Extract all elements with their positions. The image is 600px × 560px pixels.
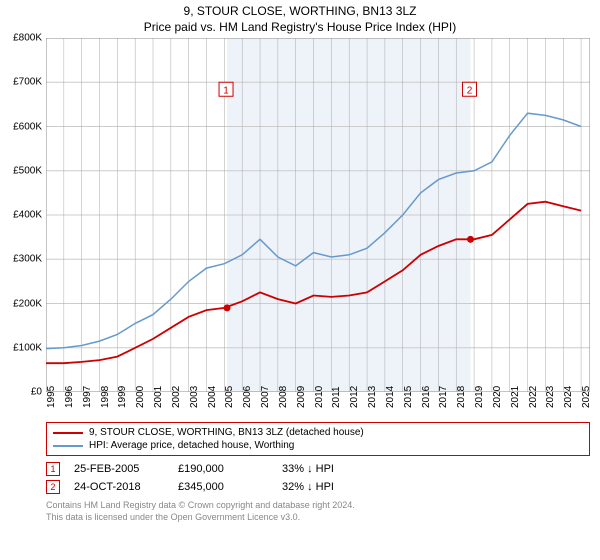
x-axis-tick: 1999 xyxy=(117,388,128,408)
legend-row: HPI: Average price, detached house, Wort… xyxy=(53,439,583,452)
x-axis-tick: 2015 xyxy=(403,388,414,408)
x-axis-tick: 2017 xyxy=(438,388,449,408)
y-axis-tick: £0 xyxy=(2,387,46,398)
x-axis-tick: 2002 xyxy=(171,388,182,408)
credits: Contains HM Land Registry data © Crown c… xyxy=(46,500,590,523)
x-axis-tick: 2019 xyxy=(474,388,485,408)
y-axis-tick: £700K xyxy=(2,77,46,88)
x-axis-tick: 2012 xyxy=(349,388,360,408)
x-axis-tick: 2003 xyxy=(189,388,200,408)
x-axis-tick: 2024 xyxy=(563,388,574,408)
legend-box: 9, STOUR CLOSE, WORTHING, BN13 3LZ (deta… xyxy=(46,422,590,456)
chart-subtitle: Price paid vs. HM Land Registry's House … xyxy=(0,18,600,38)
transaction-date: 24-OCT-2018 xyxy=(74,481,164,493)
x-axis-tick: 2013 xyxy=(367,388,378,408)
transaction-row: 1 25-FEB-2005 £190,000 33% ↓ HPI xyxy=(46,460,600,478)
credits-line1: Contains HM Land Registry data © Crown c… xyxy=(46,500,590,512)
transaction-date: 25-FEB-2005 xyxy=(74,463,164,475)
chart-svg: 12 xyxy=(46,38,590,392)
x-axis-tick: 1995 xyxy=(46,388,57,408)
x-axis-tick: 2000 xyxy=(135,388,146,408)
x-axis-tick: 2007 xyxy=(260,388,271,408)
x-axis-tick: 2020 xyxy=(492,388,503,408)
transaction-delta: 32% ↓ HPI xyxy=(282,481,372,493)
y-axis-tick: £800K xyxy=(2,33,46,44)
x-axis-tick: 1998 xyxy=(100,388,111,408)
legend-label: HPI: Average price, detached house, Wort… xyxy=(89,440,294,451)
x-axis-tick: 2001 xyxy=(153,388,164,408)
x-axis-tick: 2016 xyxy=(421,388,432,408)
x-axis-tick: 2004 xyxy=(207,388,218,408)
legend-row: 9, STOUR CLOSE, WORTHING, BN13 3LZ (deta… xyxy=(53,426,583,439)
y-axis-tick: £300K xyxy=(2,254,46,265)
x-axis-tick: 2009 xyxy=(296,388,307,408)
legend-swatch xyxy=(53,445,83,447)
x-axis-tick: 2005 xyxy=(224,388,235,408)
x-axis-tick: 2006 xyxy=(242,388,253,408)
y-axis-tick: £100K xyxy=(2,342,46,353)
transaction-marker: 1 xyxy=(46,462,60,476)
legend-label: 9, STOUR CLOSE, WORTHING, BN13 3LZ (deta… xyxy=(89,427,364,438)
x-axis-tick: 2018 xyxy=(456,388,467,408)
chart-title: 9, STOUR CLOSE, WORTHING, BN13 3LZ xyxy=(0,0,600,18)
transaction-marker: 2 xyxy=(46,480,60,494)
x-axis-tick: 2023 xyxy=(545,388,556,408)
chart-container: 9, STOUR CLOSE, WORTHING, BN13 3LZ Price… xyxy=(0,0,600,560)
x-axis-tick: 2025 xyxy=(581,388,592,408)
x-axis-tick: 2010 xyxy=(314,388,325,408)
y-axis-tick: £200K xyxy=(2,298,46,309)
x-axis-tick: 1996 xyxy=(64,388,75,408)
legend-swatch xyxy=(53,432,83,434)
transaction-price: £190,000 xyxy=(178,463,268,475)
y-axis-tick: £400K xyxy=(2,210,46,221)
svg-text:2: 2 xyxy=(467,85,473,96)
x-axis-tick: 1997 xyxy=(82,388,93,408)
credits-line2: This data is licensed under the Open Gov… xyxy=(46,512,590,524)
x-axis-tick: 2021 xyxy=(510,388,521,408)
x-axis-tick: 2014 xyxy=(385,388,396,408)
x-axis-tick: 2008 xyxy=(278,388,289,408)
chart-plot-area: 12 £0£100K£200K£300K£400K£500K£600K£700K… xyxy=(46,38,590,392)
y-axis-tick: £500K xyxy=(2,165,46,176)
transaction-price: £345,000 xyxy=(178,481,268,493)
transaction-row: 2 24-OCT-2018 £345,000 32% ↓ HPI xyxy=(46,478,600,496)
x-axis-tick: 2022 xyxy=(528,388,539,408)
x-axis-tick: 2011 xyxy=(331,388,342,408)
y-axis-tick: £600K xyxy=(2,121,46,132)
transaction-delta: 33% ↓ HPI xyxy=(282,463,372,475)
transactions-table: 1 25-FEB-2005 £190,000 33% ↓ HPI 2 24-OCT-201… xyxy=(0,460,600,496)
svg-text:1: 1 xyxy=(223,85,229,96)
